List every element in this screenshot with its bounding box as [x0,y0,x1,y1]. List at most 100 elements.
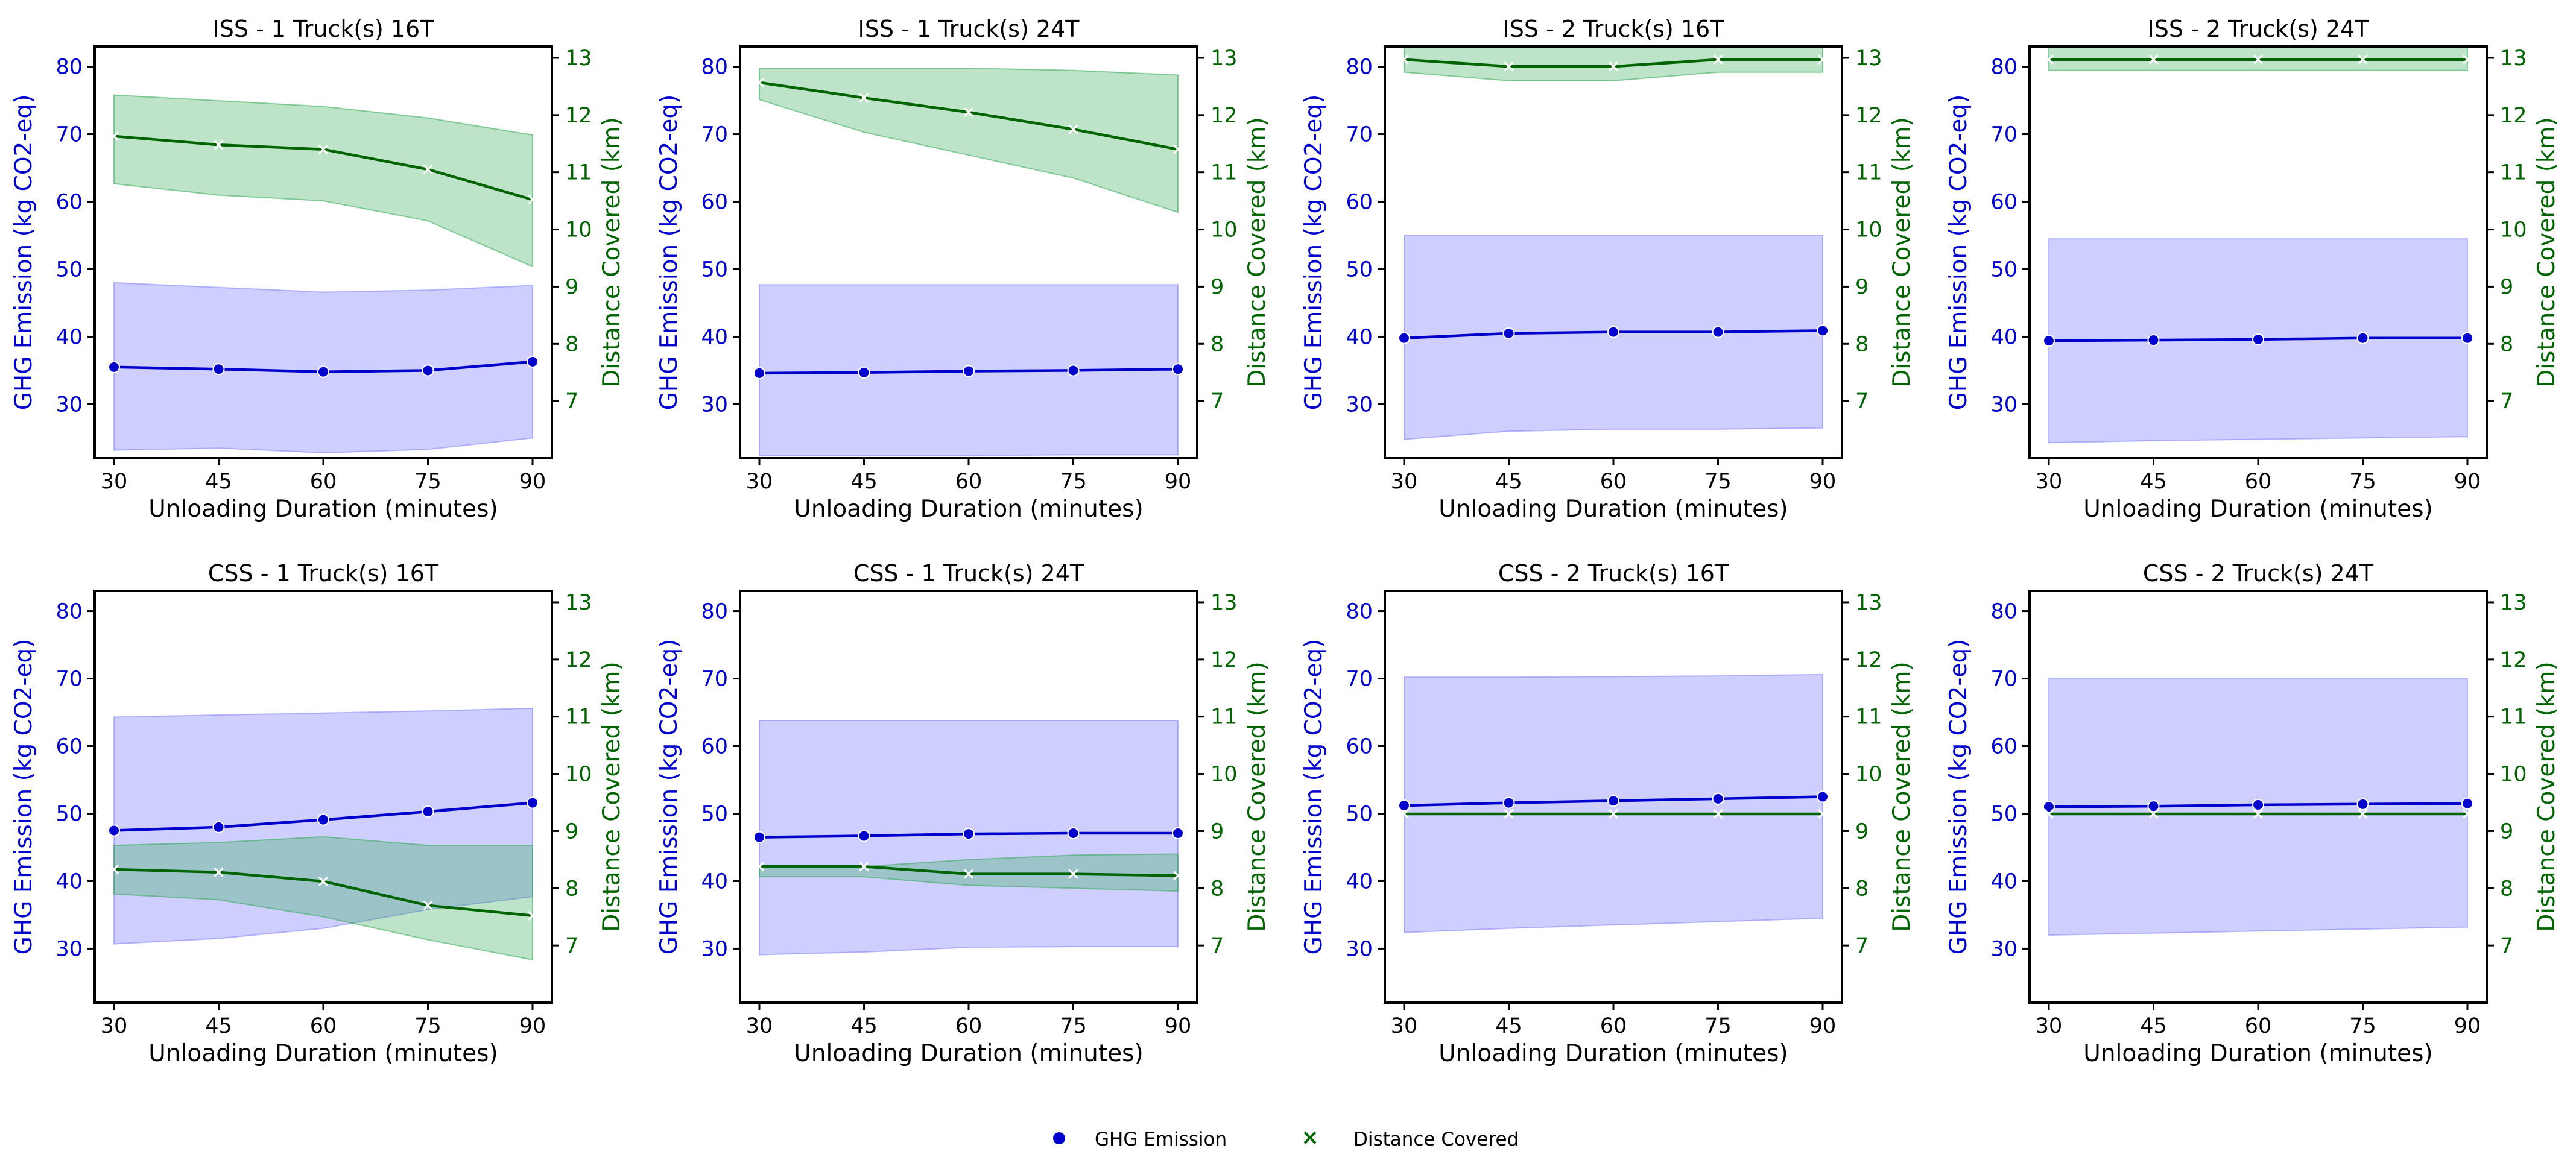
distance-point [1713,54,1723,65]
y-right-tick-label: 9 [2500,819,2513,843]
plot-area [753,68,1184,456]
distance-point-stroke [423,900,433,910]
y-right-tick-label: 13 [565,591,592,615]
y-left-tick-label: 60 [1346,191,1373,215]
ghg-point [212,363,225,376]
y-left-axis-label: GHG Emission (kg CO2-eq) [656,95,683,411]
distance-point [1817,808,1828,819]
y-right-tick-label: 7 [1210,934,1224,958]
x-tick-label: 90 [519,470,546,494]
y-left-tick-label: 30 [55,937,83,961]
distance-point-stroke [754,862,765,872]
y-right-axis-label: Distance Covered (km) [1888,117,1916,387]
y-left-tick-label: 40 [55,325,83,349]
y-left-tick-label: 30 [1346,937,1373,961]
x-tick-label: 60 [310,470,337,494]
ghg-point [1172,363,1184,376]
distance-point-stroke [963,869,974,879]
y-left-tick-label: 40 [701,325,728,349]
y-left-tick-label: 40 [701,869,728,894]
ghg-point [317,813,329,826]
x-tick-label: 90 [1809,1014,1837,1038]
subplot: 30 40 50 60 70 80 7 8 9 10 11 12 13 30 45 60 75 90 ISS - 2… [1945,16,2560,523]
legend-ghg-marker [1053,1132,1065,1144]
y-left-tick-label: 50 [1346,257,1373,282]
subplot-title: ISS - 2 Truck(s) 16T [1503,16,1725,42]
distance-point [1399,808,1410,819]
y-left-tick-label: 50 [1990,257,2017,282]
y-right-tick-label: 13 [2500,46,2527,71]
y-left-tick-label: 30 [55,392,83,417]
y-right-tick-label: 8 [2500,332,2513,356]
subplot-title: CSS - 2 Truck(s) 24T [2143,560,2374,587]
distance-point-stroke [754,77,765,87]
x-tick-label: 90 [1809,470,1837,494]
ghg-point [1398,799,1410,812]
x-tick-label: 60 [955,470,983,494]
ghg-point [2252,333,2264,345]
y-left-tick-label: 50 [1990,802,2017,826]
y-left-tick-label: 40 [1346,325,1373,349]
y-right-tick-label: 9 [1855,819,1869,843]
ghg-point [2147,334,2160,347]
ghg-point [527,796,539,809]
legend-distance-marker [1303,1131,1317,1144]
y-right-tick-label: 7 [565,389,578,414]
y-right-tick-label: 11 [1855,705,1882,730]
x-tick-label: 60 [955,1014,983,1038]
x-tick-label: 45 [850,470,878,494]
ghg-point [963,828,975,840]
distance-point [963,107,974,118]
distance-point-stroke [423,164,433,175]
y-left-axis-label: GHG Emission (kg CO2-eq) [1300,95,1328,411]
subplot-grid: 30 40 50 60 70 80 7 8 9 10 11 12 13 30 45 60 75 90 ISS - 1… [10,16,2560,1067]
y-left-tick-label: 30 [1990,392,2017,417]
y-left-tick-label: 80 [1346,600,1373,624]
distance-point [1068,124,1078,134]
y-right-tick-label: 13 [2500,591,2527,615]
distance-point [754,862,765,872]
x-tick-label: 30 [1391,470,1418,494]
ghg-point [422,805,434,818]
y-right-tick-label: 8 [1210,877,1224,901]
distance-point [2462,808,2473,819]
x-tick-label: 75 [414,1014,441,1038]
distance-point [2253,54,2264,65]
subplot: 30 40 50 60 70 80 7 8 9 10 11 12 13 30 45 60 75 90 ISS - 2… [1300,16,1916,523]
y-left-tick-label: 30 [1346,392,1373,417]
y-right-axis-label: Distance Covered (km) [1888,661,1916,931]
distance-point-stroke [1608,61,1619,72]
plot-area [108,94,539,454]
x-tick-label: 75 [2349,470,2376,494]
y-left-tick-label: 70 [701,123,728,147]
ghg-point [1817,324,1829,337]
subplot-title: ISS - 1 Truck(s) 16T [213,16,435,42]
y-right-tick-label: 9 [565,819,578,843]
distance-point [859,93,869,103]
y-left-tick-label: 60 [55,191,83,215]
distance-point [1713,808,1723,819]
y-right-tick-label: 13 [1210,591,1238,615]
distance-point [2043,808,2054,819]
distance-point-stroke [1399,808,1410,819]
subplot: 30 40 50 60 70 80 7 8 9 10 11 12 13 30 45 60 75 90 CSS - 2… [1300,560,1916,1067]
y-left-tick-label: 40 [1990,869,2017,894]
y-right-tick-label: 12 [565,648,592,672]
x-tick-label: 90 [1165,1014,1192,1038]
y-right-tick-label: 9 [1855,275,1869,299]
y-right-tick-label: 12 [2500,648,2527,672]
y-right-tick-label: 8 [1210,332,1224,356]
y-left-tick-label: 30 [1990,937,2017,961]
x-tick-label: 45 [2140,1014,2167,1038]
ghg-point [1172,827,1184,839]
subplot: 30 40 50 60 70 80 7 8 9 10 11 12 13 30 45 60 75 90 ISS - 1… [10,16,625,523]
y-right-tick-label: 9 [2500,275,2513,299]
x-tick-label: 30 [1391,1014,1418,1038]
distance-point-stroke [2253,808,2264,819]
distance-point-stroke [1172,871,1183,881]
y-right-axis-label: Distance Covered (km) [2533,661,2560,931]
distance-point-stroke [1817,54,1828,65]
ghg-point [108,361,120,373]
y-right-tick-label: 13 [1855,591,1882,615]
